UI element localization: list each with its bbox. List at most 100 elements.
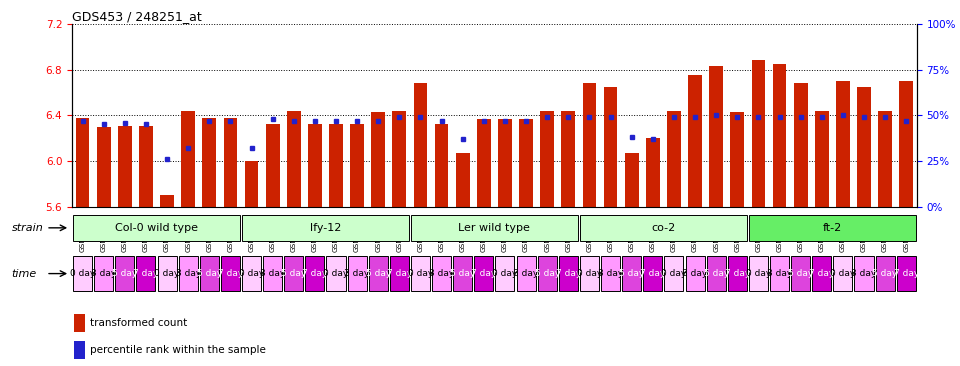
Bar — [139, 126, 153, 207]
Text: 0 day: 0 day — [577, 269, 602, 278]
Bar — [538, 256, 557, 291]
Text: 5 day: 5 day — [535, 269, 560, 278]
Text: GDS453 / 248251_at: GDS453 / 248251_at — [72, 10, 202, 23]
Bar — [836, 81, 850, 207]
Bar — [245, 161, 258, 207]
Text: 7 day: 7 day — [471, 269, 496, 278]
Bar — [897, 256, 916, 291]
Bar — [812, 256, 831, 291]
Text: 0 day: 0 day — [746, 269, 771, 278]
Text: 5 day: 5 day — [619, 269, 644, 278]
Text: 7 day: 7 day — [809, 269, 834, 278]
Text: 0 day: 0 day — [239, 269, 264, 278]
Bar — [664, 256, 684, 291]
Text: Ler wild type: Ler wild type — [459, 223, 530, 233]
Text: 5 day: 5 day — [450, 269, 475, 278]
Bar — [435, 124, 448, 207]
Text: 3 day: 3 day — [176, 269, 201, 278]
Bar — [224, 117, 237, 207]
Bar — [263, 256, 282, 291]
Text: 3 day: 3 day — [767, 269, 792, 278]
Bar — [685, 256, 705, 291]
Text: 7 day: 7 day — [725, 269, 750, 278]
Bar — [498, 119, 512, 207]
Text: 5 day: 5 day — [112, 269, 137, 278]
Bar — [369, 256, 388, 291]
Bar — [477, 119, 491, 207]
Text: 0 day: 0 day — [661, 269, 686, 278]
Text: Col-0 wild type: Col-0 wild type — [115, 223, 198, 233]
Bar — [770, 256, 789, 291]
Text: 0 day: 0 day — [324, 269, 348, 278]
Bar — [393, 111, 406, 207]
Bar — [179, 256, 198, 291]
Bar — [221, 256, 240, 291]
Text: 3 day: 3 day — [514, 269, 539, 278]
Bar — [643, 256, 662, 291]
Text: 0 day: 0 day — [830, 269, 855, 278]
Text: percentile rank within the sample: percentile rank within the sample — [90, 345, 266, 355]
Bar — [833, 256, 852, 291]
Text: 7 day: 7 day — [133, 269, 158, 278]
Bar — [200, 256, 219, 291]
Bar — [305, 256, 324, 291]
Text: 7 day: 7 day — [218, 269, 243, 278]
Bar — [707, 256, 726, 291]
Bar — [516, 256, 536, 291]
Text: 7 day: 7 day — [894, 269, 919, 278]
Bar — [74, 314, 84, 332]
Bar — [350, 124, 364, 207]
Bar — [372, 112, 385, 207]
Bar — [160, 195, 174, 207]
Bar — [118, 126, 132, 207]
Text: 5 day: 5 day — [197, 269, 222, 278]
Text: 7 day: 7 day — [302, 269, 327, 278]
Bar — [157, 256, 177, 291]
Bar — [453, 256, 472, 291]
Text: 7 day: 7 day — [640, 269, 665, 278]
Text: 3 day: 3 day — [852, 269, 876, 278]
Text: 5 day: 5 day — [704, 269, 729, 278]
Bar — [900, 81, 913, 207]
Bar — [857, 87, 871, 207]
Bar — [136, 256, 156, 291]
Text: 5 day: 5 day — [788, 269, 813, 278]
Bar — [266, 124, 279, 207]
Bar — [308, 124, 322, 207]
Bar — [815, 111, 828, 207]
Bar — [791, 256, 810, 291]
Bar — [559, 256, 578, 291]
Bar — [622, 256, 641, 291]
Bar — [203, 117, 216, 207]
Text: 3 day: 3 day — [260, 269, 285, 278]
Bar — [876, 256, 895, 291]
Bar — [646, 138, 660, 207]
Bar — [604, 87, 617, 207]
Bar — [580, 256, 599, 291]
Bar — [794, 83, 807, 207]
Bar — [97, 127, 110, 207]
Bar — [348, 256, 367, 291]
Bar — [94, 256, 113, 291]
Text: 5 day: 5 day — [281, 269, 306, 278]
Bar — [287, 111, 300, 207]
Text: 3 day: 3 day — [345, 269, 370, 278]
Text: 3 day: 3 day — [429, 269, 454, 278]
Text: 3 day: 3 day — [683, 269, 708, 278]
Text: co-2: co-2 — [651, 223, 676, 233]
Bar — [456, 153, 469, 207]
Bar — [242, 256, 261, 291]
Bar — [414, 83, 427, 207]
Bar — [284, 256, 303, 291]
Bar — [432, 256, 451, 291]
Bar — [242, 215, 409, 241]
Bar — [878, 111, 892, 207]
Bar — [688, 75, 702, 207]
Bar — [667, 111, 681, 207]
Bar — [73, 256, 92, 291]
Text: 3 day: 3 day — [598, 269, 623, 278]
Text: 0 day: 0 day — [408, 269, 433, 278]
Text: 0 day: 0 day — [70, 269, 95, 278]
Text: lfy-12: lfy-12 — [310, 223, 341, 233]
Bar — [519, 119, 533, 207]
